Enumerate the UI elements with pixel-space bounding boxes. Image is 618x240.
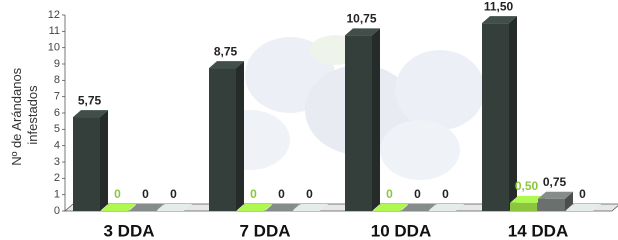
value-label: 0 bbox=[386, 187, 393, 201]
y-tick-label: 6 bbox=[54, 107, 60, 119]
x-tick-label: 14 DDA bbox=[508, 221, 568, 240]
y-tick-label: 2 bbox=[54, 172, 60, 184]
x-tick-label: 10 DDA bbox=[371, 221, 431, 240]
bar bbox=[209, 68, 236, 211]
y-tick-label: 12 bbox=[48, 9, 60, 21]
value-label: 0 bbox=[170, 187, 177, 201]
value-label: 5,75 bbox=[78, 93, 102, 107]
bar bbox=[345, 35, 372, 211]
y-tick-label: 3 bbox=[54, 156, 60, 168]
value-label: 11,50 bbox=[484, 0, 514, 13]
y-tick-label: 5 bbox=[54, 123, 60, 135]
y-tick-label: 8 bbox=[54, 74, 60, 86]
value-label: 0,75 bbox=[543, 175, 567, 189]
value-label: 0 bbox=[579, 187, 586, 201]
bar bbox=[482, 23, 509, 211]
y-tick-label: 1 bbox=[54, 189, 60, 201]
y-tick-label: 0 bbox=[54, 205, 60, 217]
value-label: 8,75 bbox=[214, 44, 238, 58]
bar-side bbox=[372, 28, 380, 211]
bar-side bbox=[100, 110, 108, 211]
bar-side bbox=[236, 61, 244, 211]
y-tick-label: 11 bbox=[49, 25, 60, 37]
y-axis-label: Nº de Arándanos infestados bbox=[9, 64, 40, 166]
value-label: 0 bbox=[250, 187, 257, 201]
chart: Nº de Arándanos infestados 0123456789101… bbox=[0, 0, 618, 240]
y-tick-label: 4 bbox=[54, 140, 60, 152]
x-tick-label: 3 DDA bbox=[103, 221, 154, 240]
bar bbox=[538, 199, 565, 211]
bar bbox=[73, 117, 100, 211]
value-label: 0 bbox=[414, 187, 421, 201]
value-label: 10,75 bbox=[346, 12, 376, 26]
y-axis-label-line: Nº de Arándanos bbox=[9, 67, 24, 165]
y-axis-label-line: infestados bbox=[25, 85, 40, 145]
x-tick-label: 7 DDA bbox=[239, 221, 290, 240]
value-label: 0 bbox=[142, 187, 149, 201]
bar bbox=[510, 203, 537, 211]
value-label: 0 bbox=[114, 187, 121, 201]
value-label: 0 bbox=[278, 187, 285, 201]
y-tick-label: 10 bbox=[48, 42, 60, 54]
value-label: 0 bbox=[306, 187, 313, 201]
y-tick-label: 7 bbox=[54, 91, 60, 103]
value-label: 0,50 bbox=[515, 179, 539, 193]
y-tick-label: 9 bbox=[54, 58, 60, 70]
value-label: 0 bbox=[442, 187, 449, 201]
